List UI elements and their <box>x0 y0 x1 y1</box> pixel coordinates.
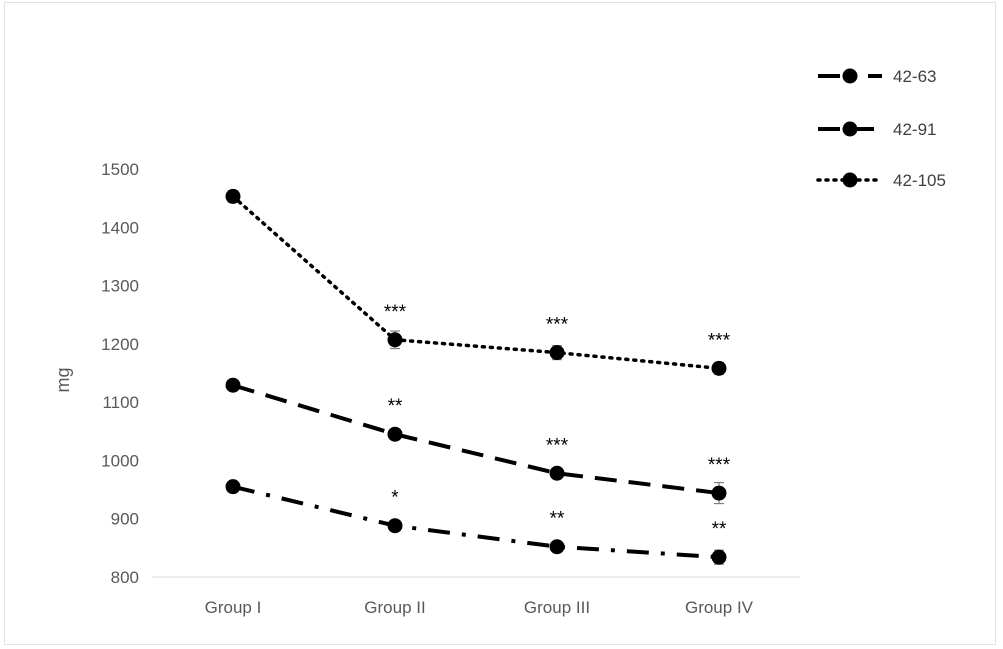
y-tick-label: 800 <box>111 568 139 587</box>
data-point <box>549 539 565 555</box>
data-point <box>711 549 727 565</box>
y-tick-label: 1000 <box>101 451 139 470</box>
significance-label: *** <box>384 302 407 323</box>
series-42-63: *** ** <box>225 479 727 565</box>
data-point <box>549 345 565 361</box>
x-tick-labels: Group I Group II Group III Group IV <box>205 598 754 617</box>
data-point <box>387 332 403 348</box>
legend-item: 42-91 <box>818 120 936 139</box>
legend-marker <box>842 121 858 137</box>
legend-label: 42-105 <box>893 171 946 190</box>
series-line <box>231 194 721 371</box>
x-tick-label: Group I <box>205 598 262 617</box>
series-42-105: *** *** *** <box>225 188 731 376</box>
legend-marker <box>842 68 858 84</box>
x-tick-label: Group IV <box>685 598 754 617</box>
y-tick-label: 1200 <box>101 335 139 354</box>
y-tick-label: 1100 <box>102 393 139 412</box>
y-tick-label: 900 <box>111 510 139 529</box>
series-layer: *** ******************* <box>225 188 731 565</box>
significance-label: ** <box>550 509 565 530</box>
significance-label: *** <box>546 435 569 456</box>
series-42-91: ******** <box>225 377 731 505</box>
chart-frame <box>4 2 996 645</box>
y-tick-labels: 800 900 1000 1100 1200 1300 1400 1500 <box>101 160 139 587</box>
data-point <box>225 377 241 393</box>
significance-label: *** <box>708 455 731 476</box>
data-point <box>225 479 241 495</box>
series-line <box>232 383 720 496</box>
x-tick-label: Group III <box>524 598 590 617</box>
significance-label: ** <box>712 519 727 540</box>
legend-marker <box>842 172 858 188</box>
data-point <box>225 188 241 204</box>
data-point <box>549 465 565 481</box>
significance-label: *** <box>546 315 569 336</box>
y-tick-label: 1400 <box>101 218 139 237</box>
series-line <box>232 484 720 560</box>
x-tick-label: Group II <box>364 598 425 617</box>
data-point <box>711 360 727 376</box>
significance-label: *** <box>708 330 731 351</box>
y-axis-label: mg <box>53 367 73 392</box>
data-point <box>711 485 727 501</box>
y-tick-label: 1300 <box>101 277 139 296</box>
legend-label: 42-91 <box>893 120 936 139</box>
data-point <box>387 518 403 534</box>
legend-item: 42-105 <box>816 171 946 190</box>
data-point <box>387 426 403 442</box>
legend-label: 42-63 <box>893 67 936 86</box>
significance-label: ** <box>388 396 403 417</box>
y-tick-label: 1500 <box>101 160 139 179</box>
legend-item: 42-63 <box>818 67 936 86</box>
legend: 42-63 42-91 42-105 <box>816 67 946 190</box>
significance-label: * <box>391 488 399 509</box>
